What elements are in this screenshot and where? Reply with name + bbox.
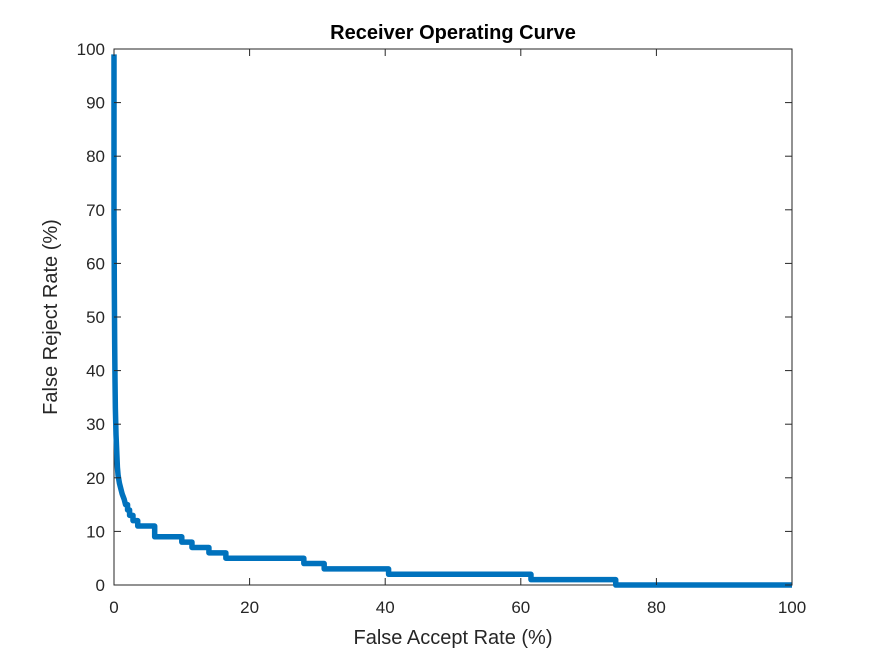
y-tick-label: 0	[96, 576, 105, 595]
y-axis-label: False Reject Rate (%)	[40, 219, 62, 415]
y-tick-label: 70	[86, 201, 105, 220]
x-tick-label: 40	[376, 598, 395, 617]
roc-curve-line	[111, 54, 792, 588]
y-tick-label: 60	[86, 254, 105, 273]
y-tick-label: 90	[86, 94, 105, 113]
x-tick-label: 20	[240, 598, 259, 617]
x-tick-label: 0	[109, 598, 118, 617]
chart-title: Receiver Operating Curve	[330, 22, 576, 44]
x-axis: 0 20 40 60 80 100	[109, 49, 806, 617]
y-tick-label: 100	[77, 40, 105, 59]
x-axis-label: False Accept Rate (%)	[354, 627, 553, 649]
y-tick-label: 10	[86, 522, 105, 541]
y-tick-label: 50	[86, 308, 105, 327]
plot-area	[111, 48, 793, 588]
plot-box	[113, 48, 793, 586]
y-tick-label: 80	[86, 147, 105, 166]
x-tick-label: 100	[778, 598, 806, 617]
x-tick-label: 60	[511, 598, 530, 617]
y-tick-label: 40	[86, 362, 105, 381]
x-tick-label: 80	[647, 598, 666, 617]
y-tick-label: 30	[86, 415, 105, 434]
y-tick-label: 20	[86, 469, 105, 488]
y-axis: 0 10 20 30 40 50 60 70 80 90 100	[77, 40, 792, 595]
